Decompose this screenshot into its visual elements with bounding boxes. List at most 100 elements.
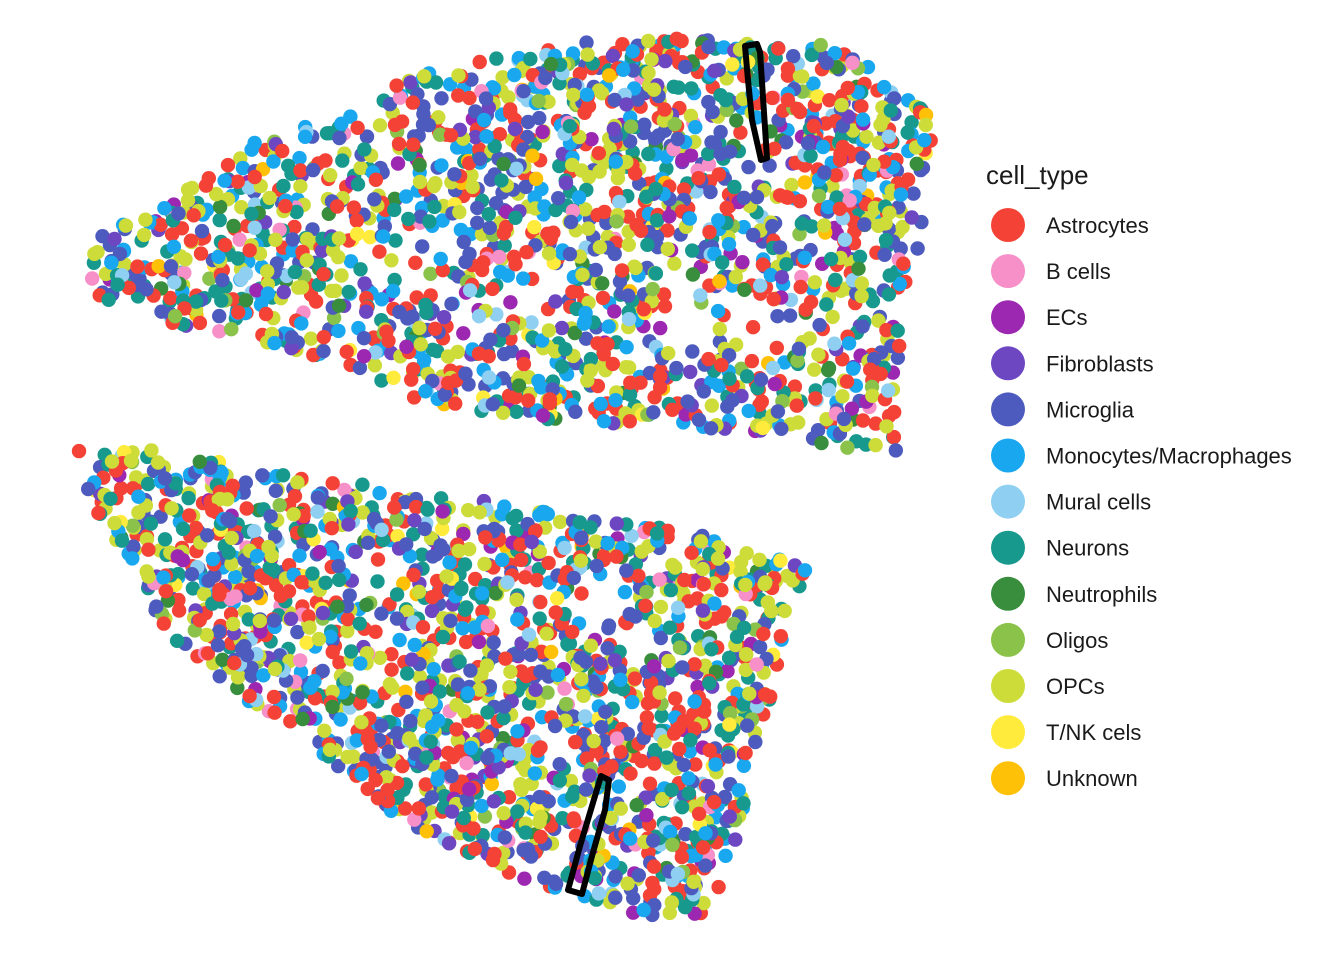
cell-point bbox=[918, 107, 934, 123]
cell-point bbox=[583, 638, 599, 653]
cell-point bbox=[118, 218, 134, 233]
cell-point bbox=[748, 734, 763, 750]
cell-point bbox=[343, 644, 359, 659]
cell-point bbox=[262, 560, 277, 575]
cell-point bbox=[674, 800, 690, 815]
cell-point bbox=[555, 811, 570, 826]
cell-point bbox=[523, 647, 539, 663]
cell-point bbox=[276, 178, 291, 194]
cell-point bbox=[456, 526, 471, 542]
cell-point bbox=[595, 290, 611, 306]
cell-point bbox=[415, 117, 431, 132]
cell-point bbox=[374, 373, 389, 388]
cell-point bbox=[508, 210, 523, 225]
cell-point bbox=[167, 275, 182, 290]
cell-point bbox=[581, 221, 596, 236]
cell-point bbox=[637, 117, 652, 132]
cell-point bbox=[325, 699, 340, 715]
cell-point bbox=[249, 283, 264, 298]
cell-point bbox=[314, 243, 330, 258]
cell-point bbox=[847, 224, 862, 239]
cell-point bbox=[527, 766, 542, 781]
cell-point bbox=[425, 549, 440, 564]
cell-point bbox=[356, 331, 372, 346]
cell-point bbox=[685, 267, 701, 282]
cell-point bbox=[670, 866, 686, 882]
cell-point bbox=[854, 288, 869, 304]
cell-point bbox=[735, 255, 750, 270]
cell-point bbox=[171, 603, 187, 618]
cell-point bbox=[762, 158, 777, 173]
cell-point bbox=[572, 515, 587, 530]
cell-point bbox=[514, 664, 529, 679]
cell-point bbox=[150, 455, 166, 470]
cell-point bbox=[405, 309, 420, 324]
cell-point bbox=[463, 663, 478, 678]
cell-point bbox=[407, 513, 422, 528]
cell-point bbox=[260, 286, 276, 301]
cell-point bbox=[803, 148, 818, 164]
cell-point bbox=[810, 423, 826, 438]
cell-point bbox=[209, 186, 224, 202]
cell-point bbox=[528, 682, 543, 697]
cell-point bbox=[621, 237, 636, 252]
cell-point bbox=[591, 886, 606, 901]
cell-point bbox=[267, 661, 283, 677]
cell-point bbox=[143, 516, 159, 531]
cell-point bbox=[639, 584, 654, 600]
cell-point bbox=[710, 303, 726, 319]
cell-point bbox=[424, 790, 439, 805]
cell-point bbox=[125, 518, 140, 533]
cell-point bbox=[609, 516, 624, 531]
cell-point bbox=[740, 718, 755, 733]
cell-point bbox=[700, 779, 716, 794]
cell-point bbox=[308, 294, 324, 309]
cell-point bbox=[352, 616, 367, 631]
cell-point bbox=[212, 199, 228, 215]
cell-point bbox=[478, 530, 493, 545]
cell-point bbox=[168, 476, 183, 491]
cell-point bbox=[411, 584, 427, 599]
cell-point bbox=[238, 475, 253, 490]
cell-point bbox=[258, 306, 274, 322]
cell-point bbox=[341, 284, 356, 300]
cell-point bbox=[249, 548, 265, 564]
cell-point bbox=[509, 592, 524, 607]
cell-point bbox=[157, 532, 173, 547]
cell-point bbox=[624, 528, 639, 544]
cell-point bbox=[247, 220, 262, 235]
cell-point bbox=[503, 295, 518, 310]
cell-point bbox=[434, 91, 449, 106]
cell-point bbox=[212, 624, 227, 639]
cell-point bbox=[797, 250, 812, 265]
legend-item: Astrocytes bbox=[991, 208, 1149, 242]
cell-point bbox=[403, 713, 418, 729]
cell-point bbox=[278, 198, 293, 214]
cell-point bbox=[123, 453, 139, 468]
cell-point bbox=[90, 245, 105, 260]
legend-item: Neurons bbox=[991, 530, 1129, 565]
cell-point bbox=[196, 586, 212, 602]
cell-point bbox=[557, 540, 572, 556]
cell-point bbox=[608, 393, 623, 408]
cell-point bbox=[114, 533, 130, 548]
cell-point bbox=[541, 246, 557, 261]
cell-point bbox=[707, 63, 722, 78]
cell-point bbox=[404, 652, 420, 667]
cell-point bbox=[425, 719, 440, 735]
cell-point bbox=[653, 630, 668, 646]
cell-point bbox=[483, 172, 499, 187]
cell-point bbox=[368, 624, 383, 639]
cell-point bbox=[331, 231, 347, 246]
cell-point bbox=[866, 157, 881, 173]
cell-point bbox=[583, 351, 599, 367]
cell-point bbox=[597, 204, 612, 220]
legend-item: OPCs bbox=[991, 669, 1105, 703]
cell-point bbox=[302, 620, 317, 635]
points-layer bbox=[71, 31, 938, 923]
cell-point bbox=[513, 537, 528, 552]
cell-point bbox=[225, 616, 241, 632]
cell-point bbox=[480, 750, 495, 766]
cell-point bbox=[481, 207, 496, 222]
cell-point bbox=[825, 179, 840, 194]
